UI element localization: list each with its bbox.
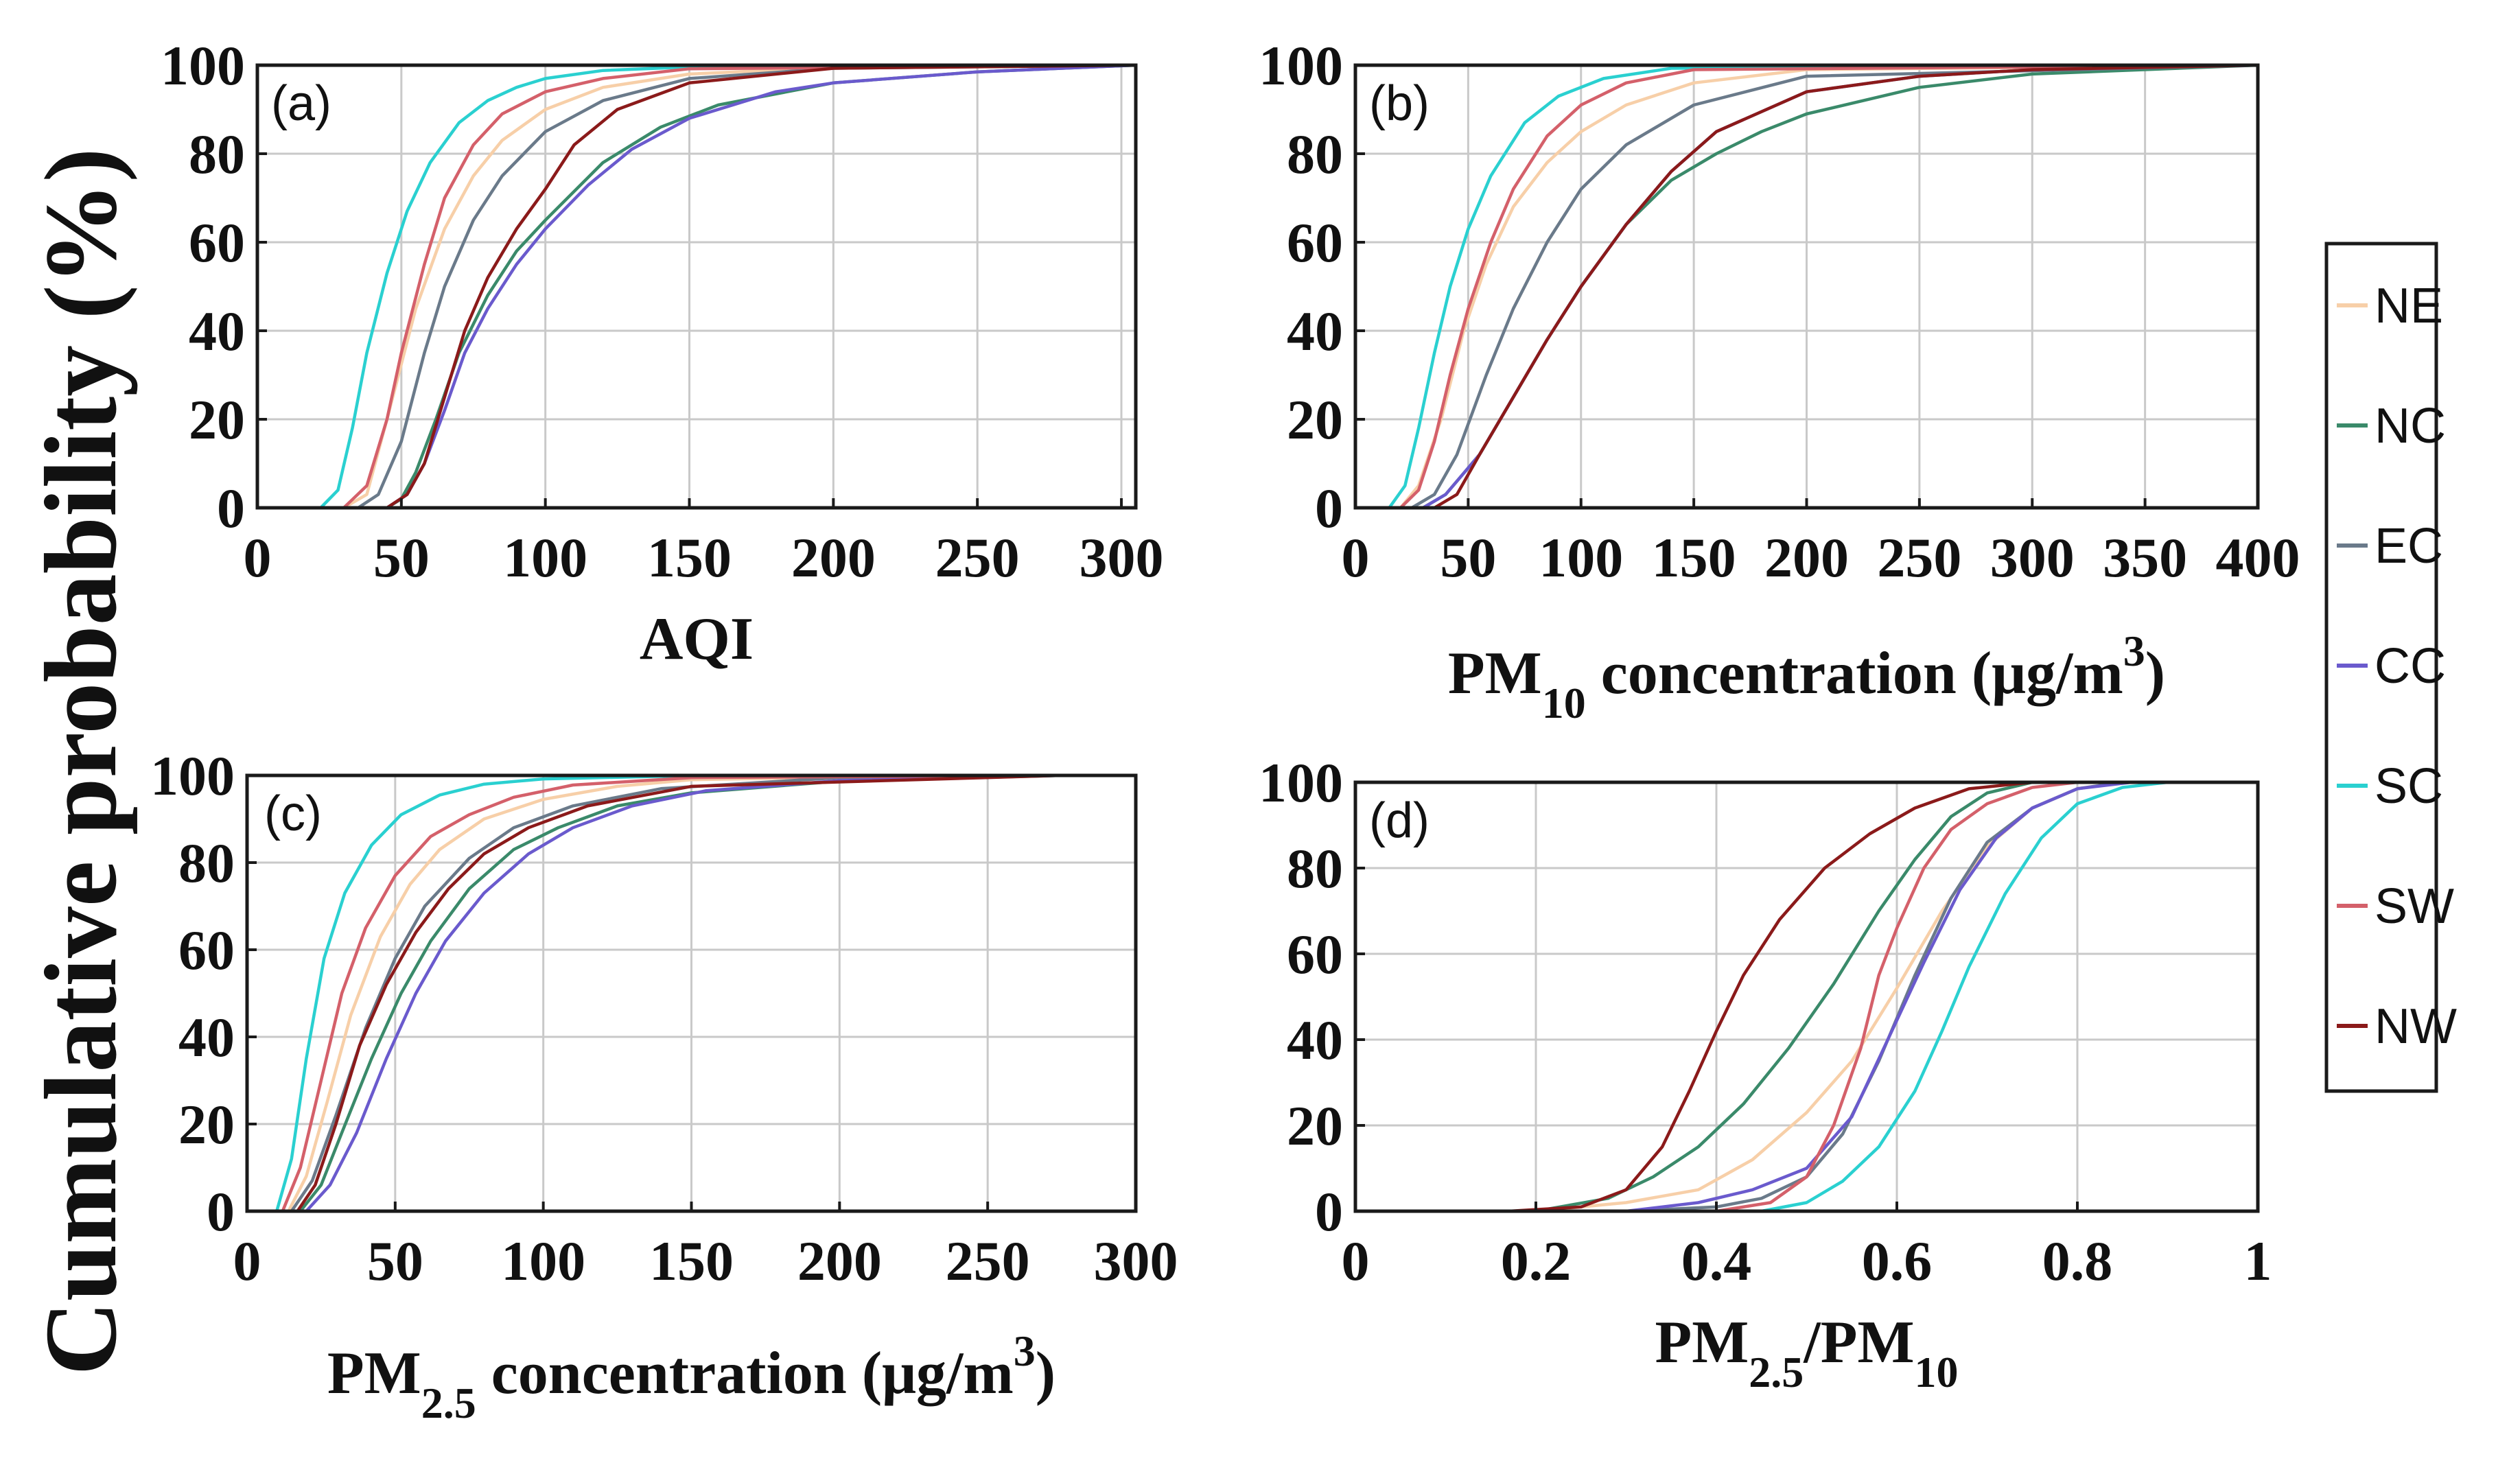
- panel-c-x-tick-label: 100: [501, 1230, 585, 1292]
- panel-a-axes-frame: [255, 63, 1138, 510]
- panel-d-axes-frame: [1353, 780, 2260, 1213]
- legend-label-ne: NE: [2375, 279, 2443, 334]
- panel-b-x-tick-label: 300: [1990, 526, 2075, 589]
- panel-a: 0 50 100 150 200 250 300 0 20 40 60 80 100 (a) AQI: [161, 34, 1164, 672]
- panel-d-series-nc: [1534, 780, 2034, 1213]
- panel-b-label: (b): [1369, 76, 1430, 131]
- legend-label-ec: EC: [2375, 519, 2443, 574]
- panel-a-series-ec: [356, 63, 1138, 510]
- panel-b-x-tick-label: 0: [1342, 526, 1370, 589]
- panel-c-y-tick-label: 100: [150, 745, 235, 807]
- panel-d-x-axis-label: PM2.5/PM10: [1655, 1309, 1958, 1396]
- panel-d-x-tick-label: 0.6: [1862, 1230, 1933, 1292]
- panel-d-x-tick-label: 0.4: [1681, 1230, 1752, 1292]
- panel-d-x-tick-label: 0.8: [2042, 1230, 2113, 1292]
- panel-b: 0 50 100 150 200 250 300 350 400 0 20 40 60 80 100 (b) P…: [1259, 34, 2300, 727]
- panel-d-series-sc: [1760, 780, 2169, 1213]
- panel-b-x-tick-label: 400: [2216, 526, 2300, 589]
- panel-c-series-ne: [287, 773, 1064, 1213]
- legend-label-cc: CC: [2375, 639, 2446, 694]
- legend-label-sc: SC: [2375, 759, 2443, 814]
- panel-d-y-tick-label: 80: [1287, 837, 1343, 900]
- panel-a-series-sw: [342, 63, 1138, 510]
- panel-c-y-tick-label: 80: [178, 832, 235, 894]
- panel-c-x-tick-label: 200: [797, 1230, 882, 1292]
- panel-b-series-sw: [1399, 63, 2260, 510]
- panel-c-x-tick-label: 50: [367, 1230, 423, 1292]
- panel-a-y-tick-label: 60: [189, 211, 245, 274]
- panel-c: 0 50 100 150 200 250 300 0 20 40 60 80 100 (c) PM2.5 c…: [150, 745, 1178, 1427]
- panel-d-y-tick-label: 40: [1287, 1009, 1343, 1071]
- panel-b-series-sc: [1388, 63, 2260, 510]
- panel-d-y-tick-label: 20: [1287, 1095, 1343, 1157]
- panel-a-x-tick-label: 0: [244, 526, 272, 589]
- panel-d-series-cc: [1624, 780, 2134, 1213]
- panel-b-y-tick-label: 100: [1259, 34, 1343, 97]
- panel-b-y-tick-label: 60: [1287, 211, 1343, 274]
- panel-a-label: (a): [271, 76, 331, 131]
- panel-b-x-tick-label: 150: [1652, 526, 1736, 589]
- panel-d-label: (d): [1369, 793, 1430, 848]
- legend: NE NC EC CC SC SW NW: [2324, 242, 2457, 1093]
- legend-label-nc: NC: [2375, 399, 2446, 454]
- y-axis-label: Cumulative probability (%): [24, 148, 138, 1375]
- panel-d-y-tick-label: 0: [1315, 1180, 1343, 1243]
- panel-b-series-nw: [1432, 63, 2260, 510]
- panel-a-y-tick-label: 0: [217, 477, 245, 539]
- panel-a-series-sc: [319, 63, 1138, 510]
- panel-b-y-tick-label: 80: [1287, 123, 1343, 185]
- panel-a-x-tick-label: 100: [503, 526, 587, 589]
- panel-b-y-tick-label: 20: [1287, 388, 1343, 451]
- panel-b-y-tick-label: 0: [1315, 477, 1343, 539]
- panel-d-series-sw: [1714, 780, 2079, 1213]
- panel-c-series-cc: [305, 773, 1064, 1213]
- panel-c-series-nw: [296, 773, 1064, 1213]
- panel-d-y-tick-label: 100: [1259, 751, 1343, 814]
- panel-b-x-tick-label: 200: [1764, 526, 1849, 589]
- panel-c-y-tick-label: 40: [178, 1006, 235, 1068]
- panel-a-series-nw: [385, 63, 1138, 510]
- panel-d-x-tick-label: 1: [2244, 1230, 2272, 1292]
- panel-a-y-tick-label: 40: [189, 300, 245, 362]
- panel-c-x-axis-label: PM2.5 concentration (μg/m3): [327, 1326, 1055, 1427]
- panel-a-x-tick-label: 250: [935, 526, 1020, 589]
- panel-b-x-tick-label: 100: [1539, 526, 1623, 589]
- panel-c-series-sw: [281, 773, 1064, 1213]
- panel-a-x-axis-label: AQI: [640, 606, 754, 672]
- panel-b-x-tick-label: 350: [2103, 526, 2187, 589]
- panel-c-y-tick-label: 60: [178, 919, 235, 981]
- panel-c-y-tick-label: 20: [178, 1093, 235, 1156]
- panel-c-x-tick-label: 0: [233, 1230, 261, 1292]
- panel-d-y-tick-label: 60: [1287, 923, 1343, 985]
- panel-d-x-tick-label: 0: [1342, 1230, 1370, 1292]
- panel-d: 0 0.2 0.4 0.6 0.8 1 0 20 40 60 80 100 (d) PM2.5/PM10: [1259, 751, 2272, 1396]
- panel-d-series-nw: [1507, 780, 2034, 1213]
- panel-c-x-tick-label: 250: [946, 1230, 1030, 1292]
- panel-b-y-tick-label: 40: [1287, 300, 1343, 362]
- panel-a-x-tick-label: 50: [373, 526, 430, 589]
- panel-a-x-tick-label: 300: [1080, 526, 1164, 589]
- panel-b-series-ec: [1410, 63, 2260, 510]
- panel-b-x-axis-label: PM10 concentration (μg/m3): [1448, 627, 2165, 727]
- legend-label-sw: SW: [2375, 879, 2454, 934]
- panel-c-y-tick-label: 0: [207, 1180, 235, 1243]
- panel-c-series-sc: [275, 773, 1064, 1213]
- panel-a-y-tick-label: 80: [189, 123, 245, 185]
- legend-label-nw: NW: [2375, 999, 2457, 1054]
- panel-a-y-tick-label: 100: [161, 34, 245, 97]
- panel-b-x-tick-label: 50: [1440, 526, 1496, 589]
- panel-d-x-tick-label: 0.2: [1501, 1230, 1572, 1292]
- panel-a-x-tick-label: 150: [647, 526, 732, 589]
- panel-c-x-tick-label: 300: [1094, 1230, 1178, 1292]
- panel-c-x-tick-label: 150: [649, 1230, 734, 1292]
- panel-c-label: (c): [264, 786, 322, 841]
- panel-b-x-tick-label: 250: [1877, 526, 1961, 589]
- panel-a-y-tick-label: 20: [189, 388, 245, 451]
- panel-a-x-tick-label: 200: [791, 526, 876, 589]
